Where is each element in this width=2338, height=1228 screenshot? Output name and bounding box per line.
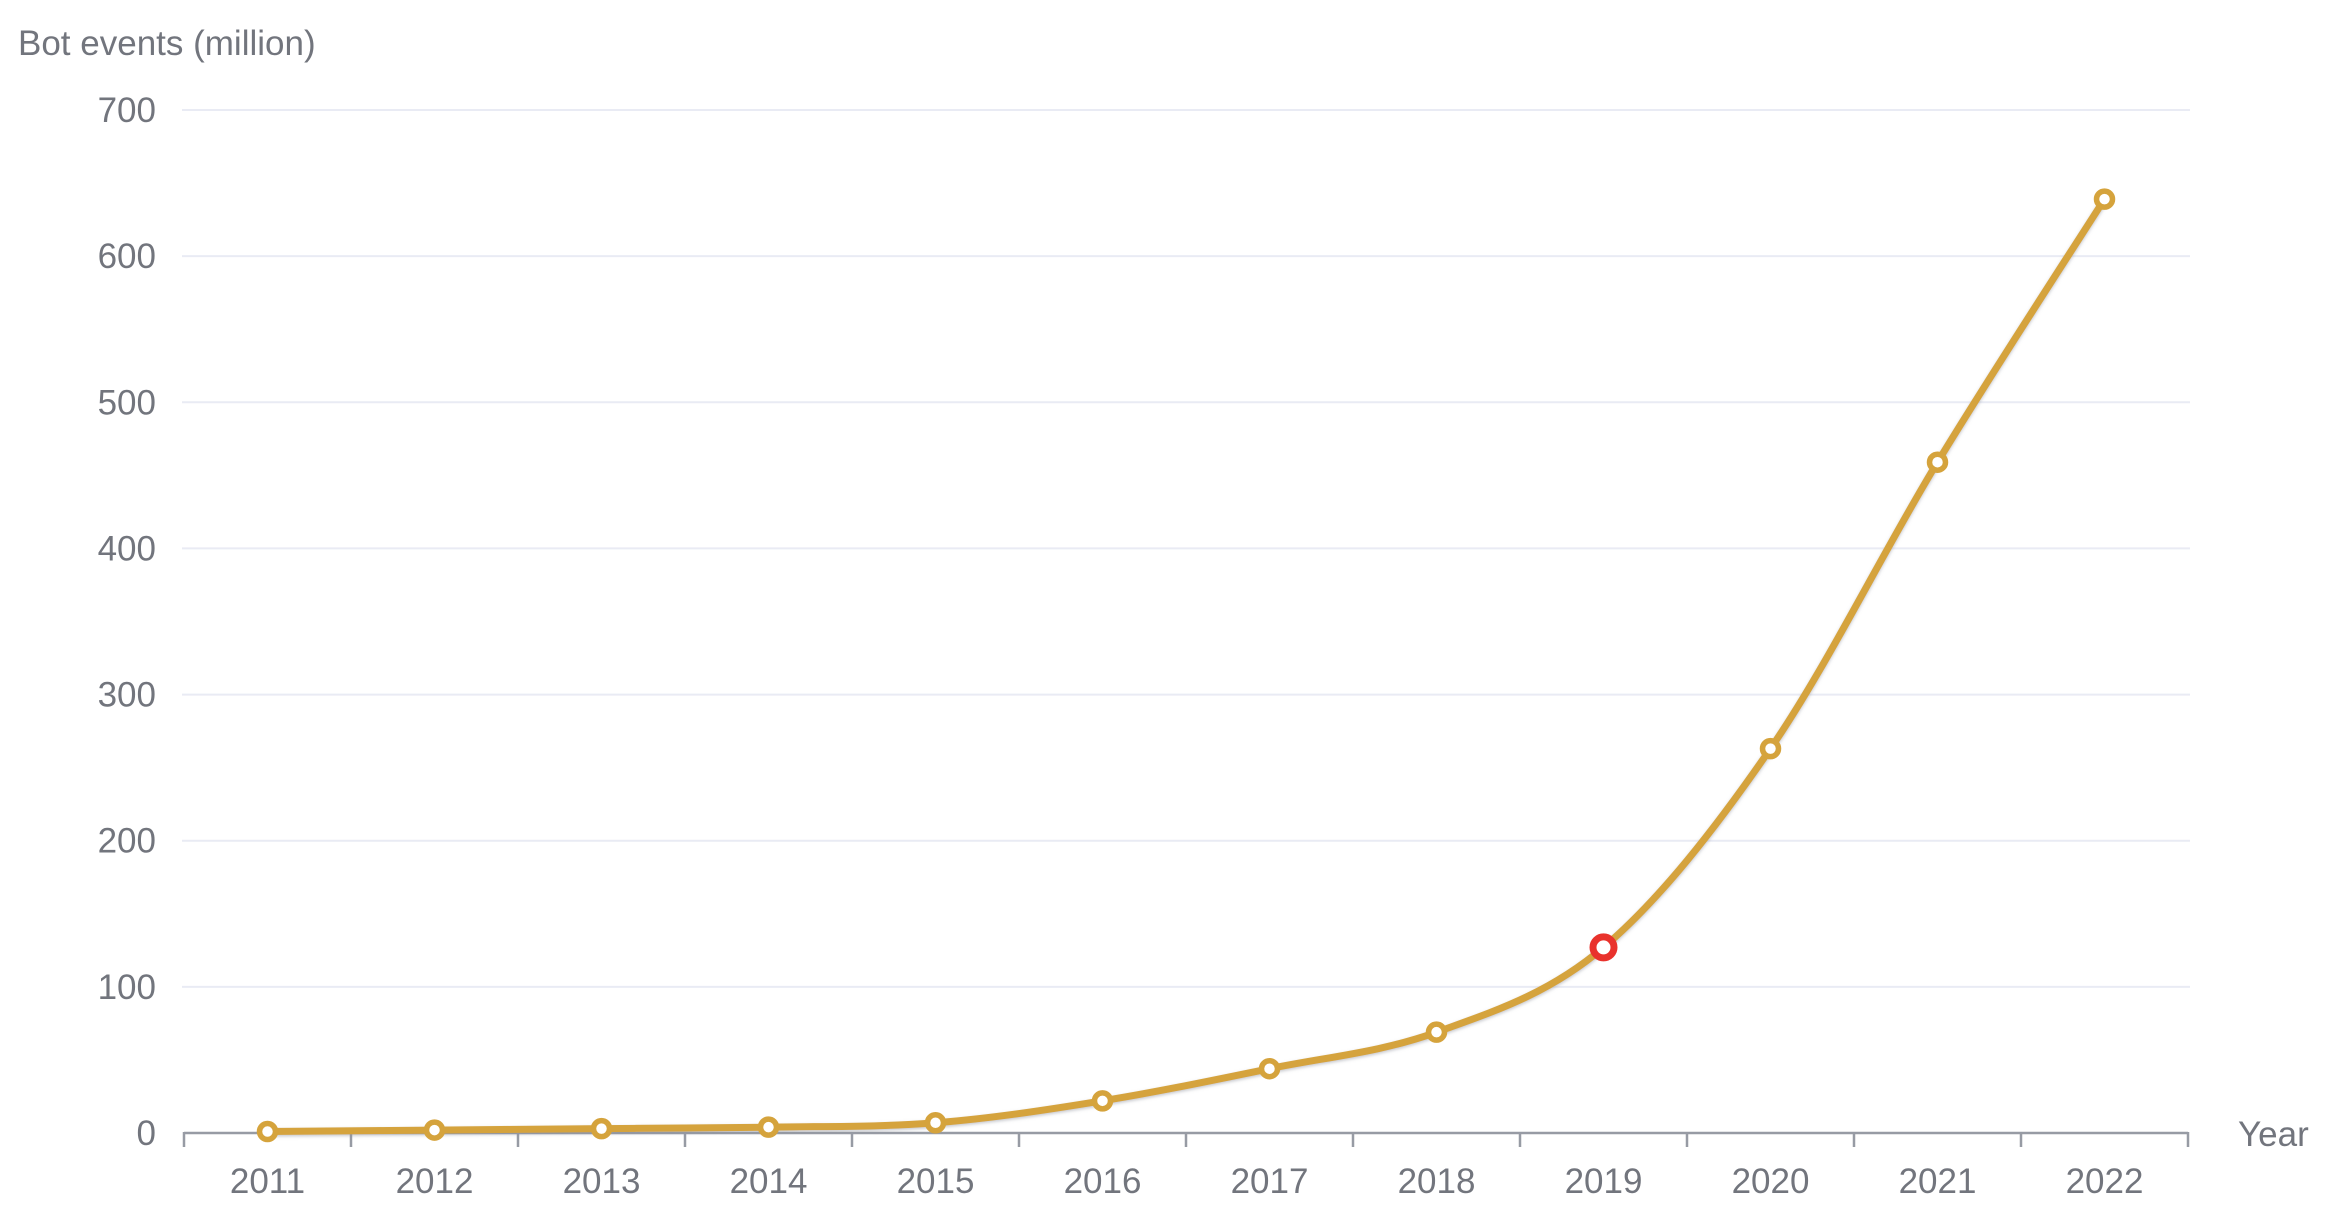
x-tick-label-2017: 2017 [1231,1162,1309,1201]
data-point-2018 [1425,1021,1448,1043]
y-tick-label-200: 200 [98,822,156,861]
x-tick-label-2018: 2018 [1398,1162,1476,1201]
x-tick-label-2022: 2022 [2066,1162,2144,1201]
data-point-2015 [924,1112,947,1134]
x-tick-label-2012: 2012 [396,1162,474,1201]
y-tick-label-100: 100 [98,968,156,1007]
y-tick-label-700: 700 [98,91,156,130]
y-tick-label-400: 400 [98,529,156,568]
y-tick-label-500: 500 [98,383,156,422]
x-tick-label-2014: 2014 [730,1162,808,1201]
y-tick-label-600: 600 [98,237,156,276]
y-axis-tick-labels: 0 100 200 300 400 500 600 700 [98,91,156,1153]
x-axis-title: Year [2238,1115,2309,1154]
data-point-2022 [2093,188,2116,210]
x-tick-label-2020: 2020 [1732,1162,1810,1201]
x-tick-label-2015: 2015 [897,1162,975,1201]
data-point-2014 [757,1116,780,1138]
data-point-2020 [1759,737,1782,760]
gridlines [182,109,2190,988]
highlighted-data-point-2019 [1589,933,1618,962]
data-point-2016 [1091,1090,1114,1112]
y-tick-label-300: 300 [98,676,156,715]
x-tick-label-2011: 2011 [230,1162,305,1201]
x-axis-tick-labels: 2011 2012 2013 2014 2015 2016 2017 2018 2019 2020… [230,1162,2144,1201]
data-point-2011 [256,1120,279,1143]
data-point-2021 [1926,451,1949,473]
series-line-bot-events [264,195,2108,1135]
x-tick-label-2016: 2016 [1064,1162,1142,1201]
data-series [256,188,2116,1143]
x-tick-label-2021: 2021 [1899,1162,1977,1201]
x-tick-label-2019: 2019 [1565,1162,1643,1201]
data-point-2013 [590,1117,613,1140]
x-axis [182,1131,2190,1147]
x-tick-label-2013: 2013 [563,1162,641,1201]
data-point-2017 [1258,1057,1281,1080]
y-axis-title: Bot events (million) [18,24,316,63]
y-tick-label-0: 0 [137,1114,156,1153]
data-point-2012 [423,1119,446,1141]
